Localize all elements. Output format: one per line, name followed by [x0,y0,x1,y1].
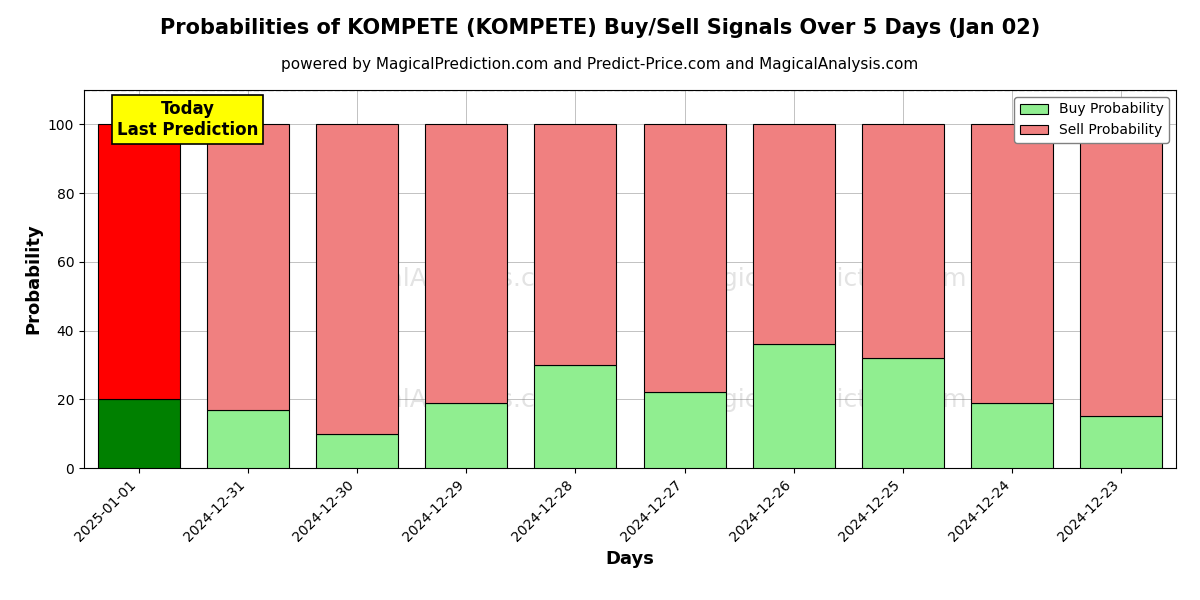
Bar [425,403,508,468]
Bar [534,365,617,468]
Bar [862,358,944,468]
X-axis label: Days: Days [606,550,654,568]
Bar [425,124,508,403]
Bar [97,124,180,399]
Bar [534,124,617,365]
Bar [206,124,289,410]
Text: MagicalAnalysis.com: MagicalAnalysis.com [314,388,575,412]
Text: powered by MagicalPrediction.com and Predict-Price.com and MagicalAnalysis.com: powered by MagicalPrediction.com and Pre… [281,57,919,72]
Legend: Buy Probability, Sell Probability: Buy Probability, Sell Probability [1014,97,1169,143]
Text: Probabilities of KOMPETE (KOMPETE) Buy/Sell Signals Over 5 Days (Jan 02): Probabilities of KOMPETE (KOMPETE) Buy/S… [160,18,1040,38]
Text: MagicalPrediction.com: MagicalPrediction.com [686,388,967,412]
Bar [752,344,835,468]
Bar [862,124,944,358]
Bar [643,124,726,392]
Bar [97,399,180,468]
Text: MagicalAnalysis.com: MagicalAnalysis.com [314,267,575,291]
Y-axis label: Probability: Probability [24,224,42,334]
Bar [1080,124,1163,416]
Text: Today
Last Prediction: Today Last Prediction [118,100,258,139]
Bar [206,410,289,468]
Bar [316,124,398,434]
Bar [1080,416,1163,468]
Bar [971,403,1054,468]
Bar [643,392,726,468]
Bar [316,434,398,468]
Text: MagicalPrediction.com: MagicalPrediction.com [686,267,967,291]
Bar [752,124,835,344]
Bar [971,124,1054,403]
